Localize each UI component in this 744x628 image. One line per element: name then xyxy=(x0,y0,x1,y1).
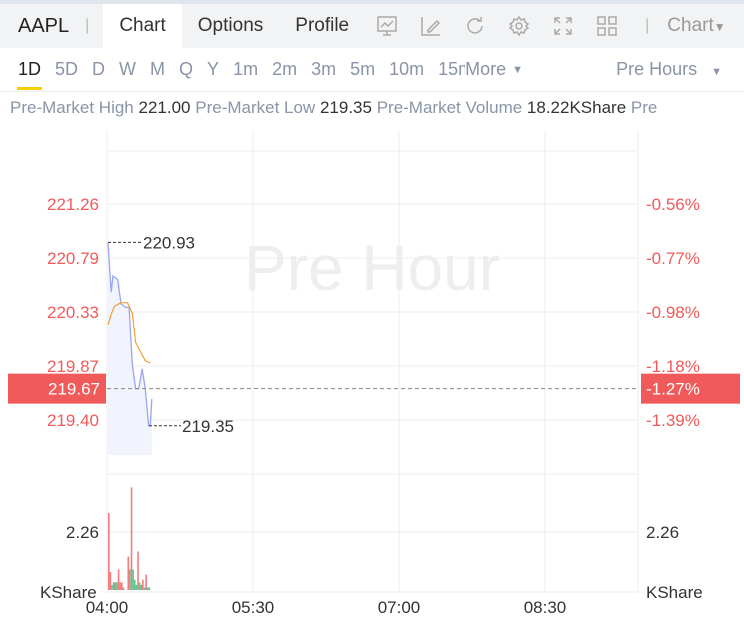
time-tick: 08:30 xyxy=(524,598,567,617)
chevron-down-icon: ▼ xyxy=(512,63,524,76)
chart-type-dropdown[interactable]: Chart▼ xyxy=(667,15,725,37)
volume-tick: 2.26 xyxy=(646,523,679,542)
volume-tick: 2.26 xyxy=(66,523,99,542)
volume-bar xyxy=(108,513,110,590)
volume-bar xyxy=(143,587,146,590)
low-value: 219.35 xyxy=(319,98,372,117)
time-tick: 07:00 xyxy=(378,598,421,617)
volume-bar xyxy=(145,574,147,590)
session-dropdown[interactable]: Pre Hours ▼ xyxy=(616,59,722,80)
pct-tick: -1.18% xyxy=(646,357,700,376)
tab-chart[interactable]: Chart xyxy=(103,4,182,48)
price-line xyxy=(107,242,153,427)
volume-bar xyxy=(146,587,149,590)
watermark: Pre Hour xyxy=(244,232,500,304)
low-label: Pre-Market Low xyxy=(195,98,316,117)
more-info-label: Pre xyxy=(630,98,658,117)
time-tick: 04:00 xyxy=(86,598,129,617)
chevron-down-icon: ▼ xyxy=(713,20,726,34)
volume-bar xyxy=(122,587,125,590)
volume-bar xyxy=(138,582,141,590)
period-1d[interactable]: 1D xyxy=(11,48,48,92)
volume-unit: KShare xyxy=(40,583,97,602)
draw-icon[interactable] xyxy=(419,14,443,38)
premarket-info: Pre-Market High 221.00 Pre-Market Low 21… xyxy=(10,98,657,118)
average-line xyxy=(107,302,151,364)
current-price: 219.67 xyxy=(48,380,100,399)
top-strip xyxy=(0,0,744,4)
volume-bar xyxy=(119,582,121,590)
volume-unit: KShare xyxy=(646,583,703,602)
session-label: Pre Hours xyxy=(616,59,698,79)
pct-tick: -1.39% xyxy=(646,411,700,430)
volume-bar xyxy=(117,569,120,590)
indicator-icon[interactable] xyxy=(375,14,399,38)
divider: | xyxy=(645,17,650,34)
period-5d[interactable]: 5D xyxy=(55,59,79,79)
volume-bar xyxy=(135,584,138,590)
period-5m[interactable]: 5m xyxy=(350,59,376,79)
price-tick: 220.33 xyxy=(47,303,99,322)
period-10m[interactable]: 10m xyxy=(389,59,425,79)
volume-bar xyxy=(133,579,136,590)
volume-value: 18.22KShare xyxy=(526,98,627,117)
divider: | xyxy=(85,17,90,34)
volume-bar xyxy=(111,584,113,590)
price-tick: 219.87 xyxy=(47,357,99,376)
volume-bar xyxy=(112,582,115,590)
header: AAPL | Chart Options Profile | Chart▼ xyxy=(0,4,744,48)
high-label: Pre-Market High xyxy=(10,98,134,117)
price-tick: 221.26 xyxy=(47,195,99,214)
period-y[interactable]: Y xyxy=(207,59,220,79)
min-label: 219.35 xyxy=(182,417,234,436)
chevron-down-icon: ▼ xyxy=(711,66,722,78)
period-m[interactable]: M xyxy=(150,59,166,79)
pct-tick: -0.77% xyxy=(646,249,700,268)
more-label: More xyxy=(465,59,507,79)
chart-type-label: Chart xyxy=(667,15,714,36)
period-3m[interactable]: 3m xyxy=(311,59,337,79)
period-q[interactable]: Q xyxy=(179,59,194,79)
layout-grid-icon[interactable] xyxy=(595,14,619,38)
volume-bar xyxy=(120,582,123,590)
volume-bar xyxy=(132,569,134,590)
time-tick: 05:30 xyxy=(232,598,275,617)
more-dropdown[interactable]: More ▼ xyxy=(465,48,530,92)
tab-profile[interactable]: Profile xyxy=(295,15,350,36)
fullscreen-icon[interactable] xyxy=(551,14,575,38)
volume-bar xyxy=(127,556,130,590)
volume-bar xyxy=(116,582,118,590)
pct-tick: -0.56% xyxy=(646,195,700,214)
high-value: 221.00 xyxy=(138,98,191,117)
max-label: 220.93 xyxy=(143,233,195,252)
price-tick: 219.40 xyxy=(47,411,99,430)
volume-label: Pre-Market Volume xyxy=(376,98,523,117)
volume-bar xyxy=(129,569,131,590)
gear-icon[interactable] xyxy=(507,14,531,38)
current-price-badge xyxy=(8,373,106,404)
price-area xyxy=(108,242,152,455)
symbol: AAPL xyxy=(18,14,70,37)
refresh-icon[interactable] xyxy=(463,14,487,38)
volume-bar xyxy=(114,582,117,590)
volume-bar xyxy=(109,572,112,590)
current-pct: -1.27% xyxy=(646,380,700,399)
price-tick: 220.79 xyxy=(47,249,99,268)
volume-bar xyxy=(140,584,143,590)
volume-bar xyxy=(130,487,133,590)
pct-tick: -0.98% xyxy=(646,303,700,322)
tab-options[interactable]: Options xyxy=(197,15,264,36)
period-bar: 1D 5D D W M Q Y 1m 2m 3m 5m 10m 15m More… xyxy=(0,48,744,92)
period-1m[interactable]: 1m xyxy=(233,59,259,79)
volume-bar xyxy=(137,551,139,590)
volume-bar xyxy=(148,587,151,590)
current-pct-badge xyxy=(641,373,740,404)
period-w[interactable]: W xyxy=(119,59,137,79)
volume-bar xyxy=(142,579,144,590)
period-2m[interactable]: 2m xyxy=(272,59,298,79)
period-d[interactable]: D xyxy=(92,59,106,79)
period-15m[interactable]: 15m xyxy=(438,59,465,79)
